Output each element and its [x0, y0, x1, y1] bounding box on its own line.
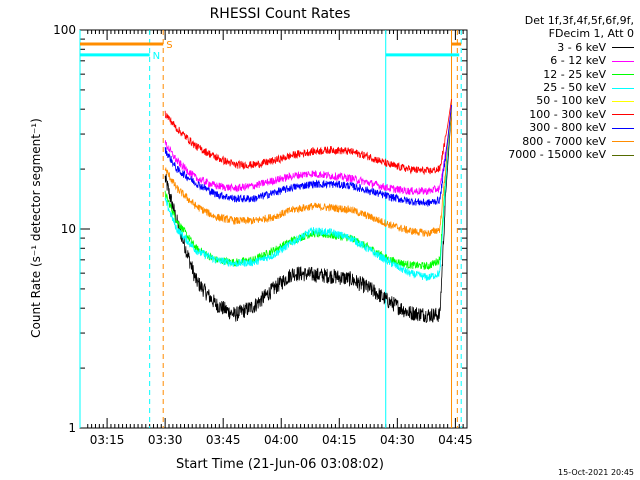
timestamp-footer: 15-Oct-2021 20:45: [558, 468, 634, 477]
legend-item: 300 - 800 keV: [464, 121, 634, 134]
legend-swatch: [612, 74, 634, 76]
legend-item: 12 - 25 keV: [464, 68, 634, 81]
legend-item: 50 - 100 keV: [464, 94, 634, 107]
x-axis-label: Start Time (21-Jun-06 03:08:02): [176, 457, 384, 472]
legend-swatch: [612, 154, 634, 156]
attenuator-state-bars: NS: [80, 40, 462, 62]
legend-swatch: [612, 60, 634, 62]
legend: Det 1f,3f,4f,5f,6f,9f, FDecim 1, Att 0 3 …: [464, 14, 634, 161]
state-label: N: [153, 51, 160, 62]
series-lines: [164, 98, 452, 324]
series-line: [164, 98, 452, 175]
y-tick-label: 100: [53, 23, 76, 37]
series-line: [164, 109, 452, 237]
series-line: [164, 109, 452, 324]
series-line: [164, 104, 452, 207]
x-tick-label: 04:30: [380, 433, 415, 447]
legend-label: 100 - 300 keV: [529, 107, 606, 121]
y-tick-label: 1: [68, 421, 76, 435]
legend-swatch: [612, 127, 634, 129]
x-tick-label: 03:30: [148, 433, 183, 447]
chart-title: RHESSI Count Rates: [210, 6, 351, 22]
legend-label: 6 - 12 keV: [550, 54, 606, 68]
y-tick-label: 10: [61, 222, 76, 236]
legend-label: 12 - 25 keV: [543, 67, 606, 81]
x-tick-label: 04:45: [438, 433, 473, 447]
legend-item: 100 - 300 keV: [464, 108, 634, 121]
legend-label: 7000 - 15000 keV: [508, 148, 606, 162]
y-axis-label: Count Rate (s⁻¹ detector segment⁻¹): [29, 118, 43, 338]
legend-label: 300 - 800 keV: [529, 121, 606, 135]
legend-item: 800 - 7000 keV: [464, 135, 634, 148]
legend-label: 50 - 100 keV: [536, 94, 606, 108]
legend-header-line: FDecim 1, Att 0: [548, 27, 634, 41]
series-line: [164, 104, 452, 196]
vertical-markers: [79, 30, 462, 428]
legend-swatch: [612, 47, 634, 49]
legend-item: 25 - 50 keV: [464, 81, 634, 94]
legend-label: 800 - 7000 keV: [522, 134, 606, 148]
legend-swatch: [612, 87, 634, 89]
plot-axes: 1 10 100 03:15 03:30 03:45 04:00 04:15 04:30 04:4…: [53, 23, 473, 447]
state-label: S: [166, 40, 172, 51]
legend-swatch: [612, 141, 634, 143]
series-line: [164, 109, 452, 282]
legend-item: 6 - 12 keV: [464, 54, 634, 67]
x-tick-label: 03:45: [206, 433, 241, 447]
x-tick-label: 04:15: [322, 433, 357, 447]
legend-item: 3 - 6 keV: [464, 41, 634, 54]
legend-swatch: [612, 100, 634, 102]
x-tick-label: 03:15: [90, 433, 125, 447]
legend-swatch: [612, 114, 634, 116]
legend-label: 25 - 50 keV: [543, 81, 606, 95]
legend-header-line: Det 1f,3f,4f,5f,6f,9f,: [524, 14, 634, 27]
x-tick-label: 04:00: [264, 433, 299, 447]
plot-frame: [79, 29, 468, 429]
legend-label: 3 - 6 keV: [557, 40, 606, 54]
legend-item: 7000 - 15000 keV: [464, 148, 634, 161]
